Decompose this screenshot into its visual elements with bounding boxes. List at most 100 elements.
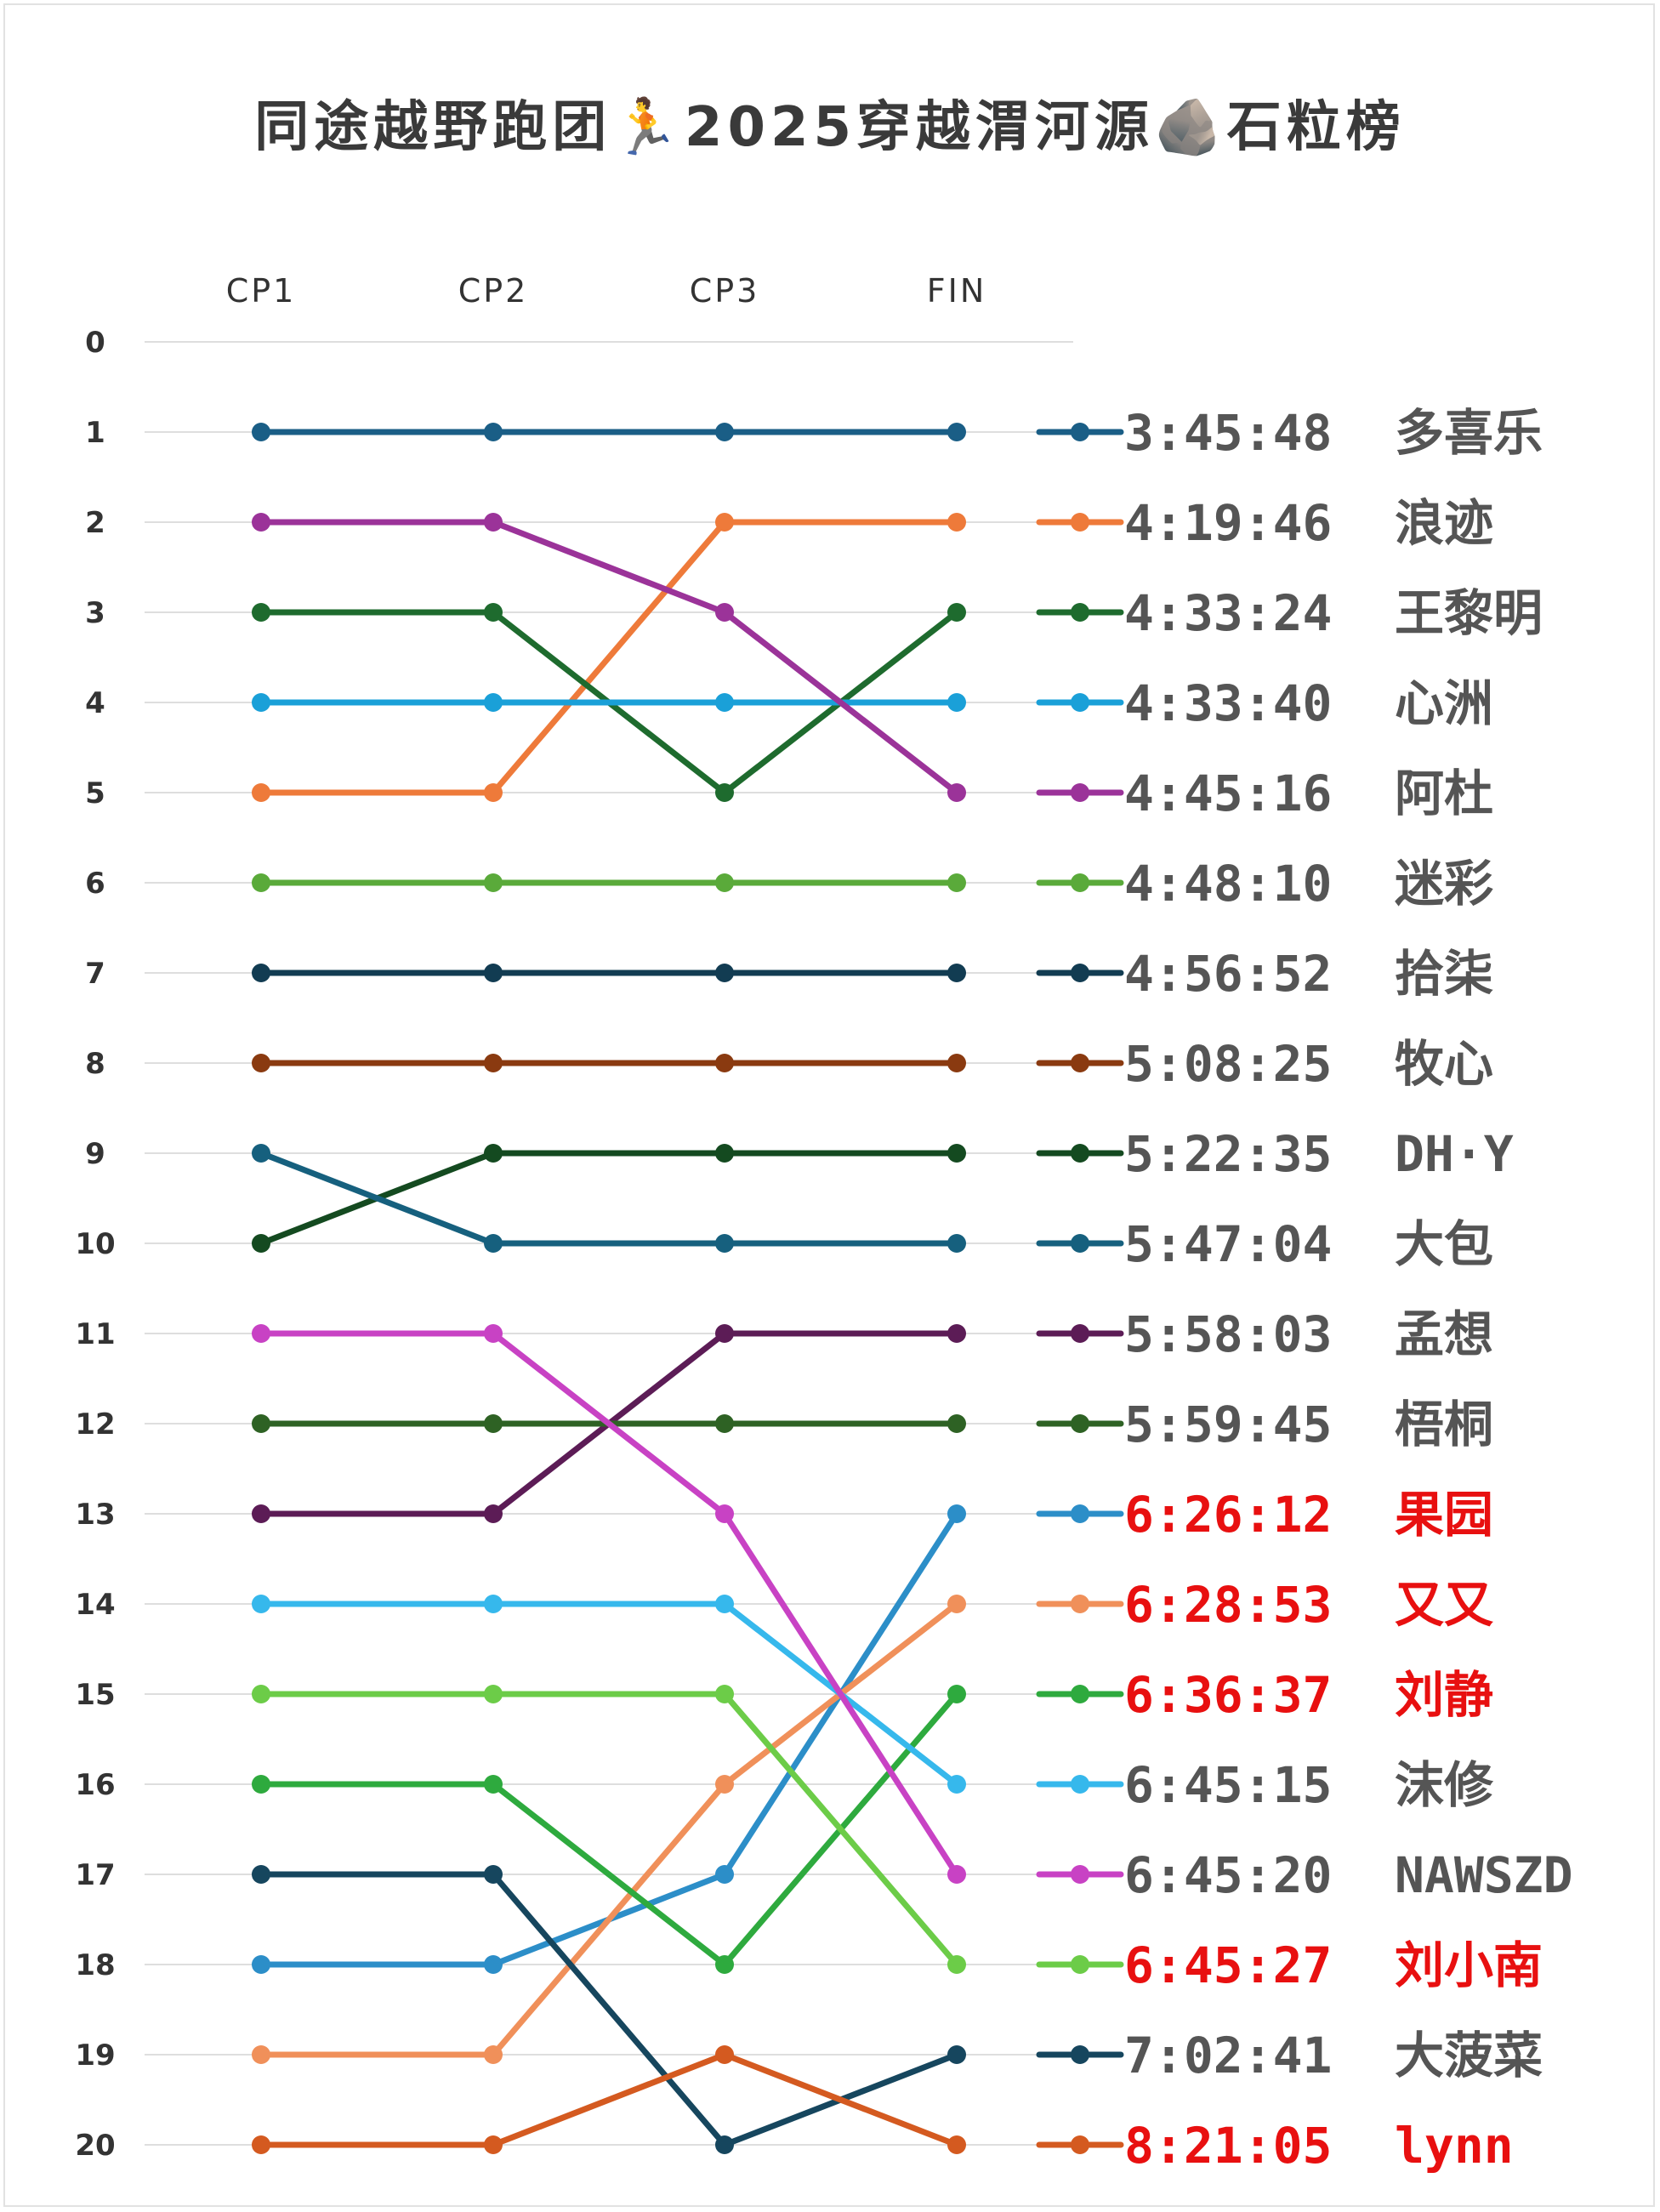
legend-marker [1071, 693, 1089, 712]
data-point [947, 1054, 966, 1072]
series-line [258, 519, 960, 796]
legend-time: 8:21:05 [1124, 2117, 1332, 2175]
x-category-label: CP2 [458, 272, 529, 310]
legend-name: DH·Y [1395, 1125, 1514, 1183]
data-point [484, 1234, 503, 1253]
series-line [258, 1330, 960, 1878]
y-tick-label: 3 [85, 596, 105, 630]
legend-time: 4:33:40 [1124, 674, 1332, 732]
legend-time: 4:33:24 [1124, 584, 1332, 642]
data-point [947, 693, 966, 712]
data-point [484, 1144, 503, 1163]
data-point [252, 1865, 270, 1884]
series-line [258, 1150, 960, 1247]
data-point [715, 1775, 734, 1794]
data-point [484, 1054, 503, 1072]
data-point [484, 1414, 503, 1433]
data-point [715, 2045, 734, 2064]
series-line-group [252, 1865, 966, 2154]
data-point [715, 693, 734, 712]
data-point [947, 1685, 966, 1703]
legend-name: 果园 [1395, 1486, 1493, 1544]
series-line-group [252, 1054, 966, 1072]
data-point [947, 1504, 966, 1523]
y-tick-label: 12 [75, 1407, 115, 1441]
data-point [252, 1324, 270, 1343]
y-tick-label: 14 [75, 1588, 115, 1622]
legend-marker [1071, 1144, 1089, 1163]
legend-name: 刘静 [1395, 1666, 1493, 1724]
data-point [715, 1685, 734, 1703]
legend-time: 5:22:35 [1124, 1125, 1332, 1183]
legend-time: 5:59:45 [1124, 1396, 1332, 1453]
data-point [715, 1324, 734, 1343]
data-point [947, 873, 966, 892]
data-point [484, 873, 503, 892]
y-tick-label: 9 [85, 1137, 105, 1171]
chart-frame [3, 3, 1655, 2207]
y-tick-label: 0 [85, 326, 105, 360]
legend-time: 5:58:03 [1124, 1305, 1332, 1363]
data-point [252, 1685, 270, 1703]
data-point [947, 603, 966, 622]
legend-time: 5:47:04 [1124, 1215, 1332, 1273]
legend-marker [1071, 783, 1089, 802]
y-tick-label: 11 [75, 1317, 115, 1351]
legend-time: 4:19:46 [1124, 494, 1332, 552]
y-tick-label: 13 [75, 1498, 115, 1532]
data-point [947, 1775, 966, 1794]
series-line-group [252, 1144, 966, 1253]
legend-name: 阿杜 [1395, 765, 1493, 822]
legend-marker [1071, 1324, 1089, 1343]
series-line-group [252, 1504, 966, 1974]
legend-name: 大包 [1395, 1215, 1493, 1273]
legend-name: 大菠菜 [1395, 2027, 1543, 2084]
data-point [252, 964, 270, 982]
data-point [252, 2045, 270, 2064]
data-point [715, 1054, 734, 1072]
legend-name: 孟想 [1395, 1305, 1493, 1363]
data-point [484, 1595, 503, 1613]
legend-name: 牧心 [1395, 1035, 1493, 1093]
data-point [947, 423, 966, 441]
legend-name: 刘小南 [1395, 1936, 1543, 1994]
series-line [258, 2051, 960, 2148]
series-line-group [252, 2045, 966, 2154]
legend-marker [1071, 1504, 1089, 1523]
data-point [715, 1865, 734, 1884]
legend-marker [1071, 603, 1089, 622]
data-point [252, 1234, 270, 1253]
series-line-group [252, 1685, 966, 1974]
series-line-group [252, 423, 966, 441]
data-point [715, 1234, 734, 1253]
legend-name: lynn [1395, 2117, 1514, 2175]
series-line-group [252, 693, 966, 712]
data-point [252, 603, 270, 622]
data-point [484, 964, 503, 982]
data-point [947, 1865, 966, 1884]
legend-name: 拾柒 [1395, 945, 1493, 1003]
data-point [715, 1504, 734, 1523]
series-line [258, 1510, 960, 1968]
y-tick-label: 6 [85, 867, 105, 901]
data-point [484, 513, 503, 532]
data-point [715, 1955, 734, 1974]
data-point [715, 873, 734, 892]
legend-marker [1071, 1685, 1089, 1703]
x-category-label: CP1 [226, 272, 297, 310]
legend-time: 4:48:10 [1124, 855, 1332, 913]
y-tick-label: 4 [85, 686, 105, 720]
legend-time: 7:02:41 [1124, 2027, 1332, 2084]
data-point [484, 2135, 503, 2154]
legend-marker [1071, 1234, 1089, 1253]
x-axis-checkpoints: CP1 CP2 CP3 FIN [226, 272, 987, 310]
data-point [715, 513, 734, 532]
legend-time: 6:28:53 [1124, 1576, 1332, 1634]
data-point [484, 2045, 503, 2064]
data-point [484, 1685, 503, 1703]
x-category-label: FIN [927, 272, 987, 310]
y-tick-label: 1 [85, 416, 105, 450]
series-line [258, 1691, 960, 1968]
legend-marker [1071, 1414, 1089, 1433]
